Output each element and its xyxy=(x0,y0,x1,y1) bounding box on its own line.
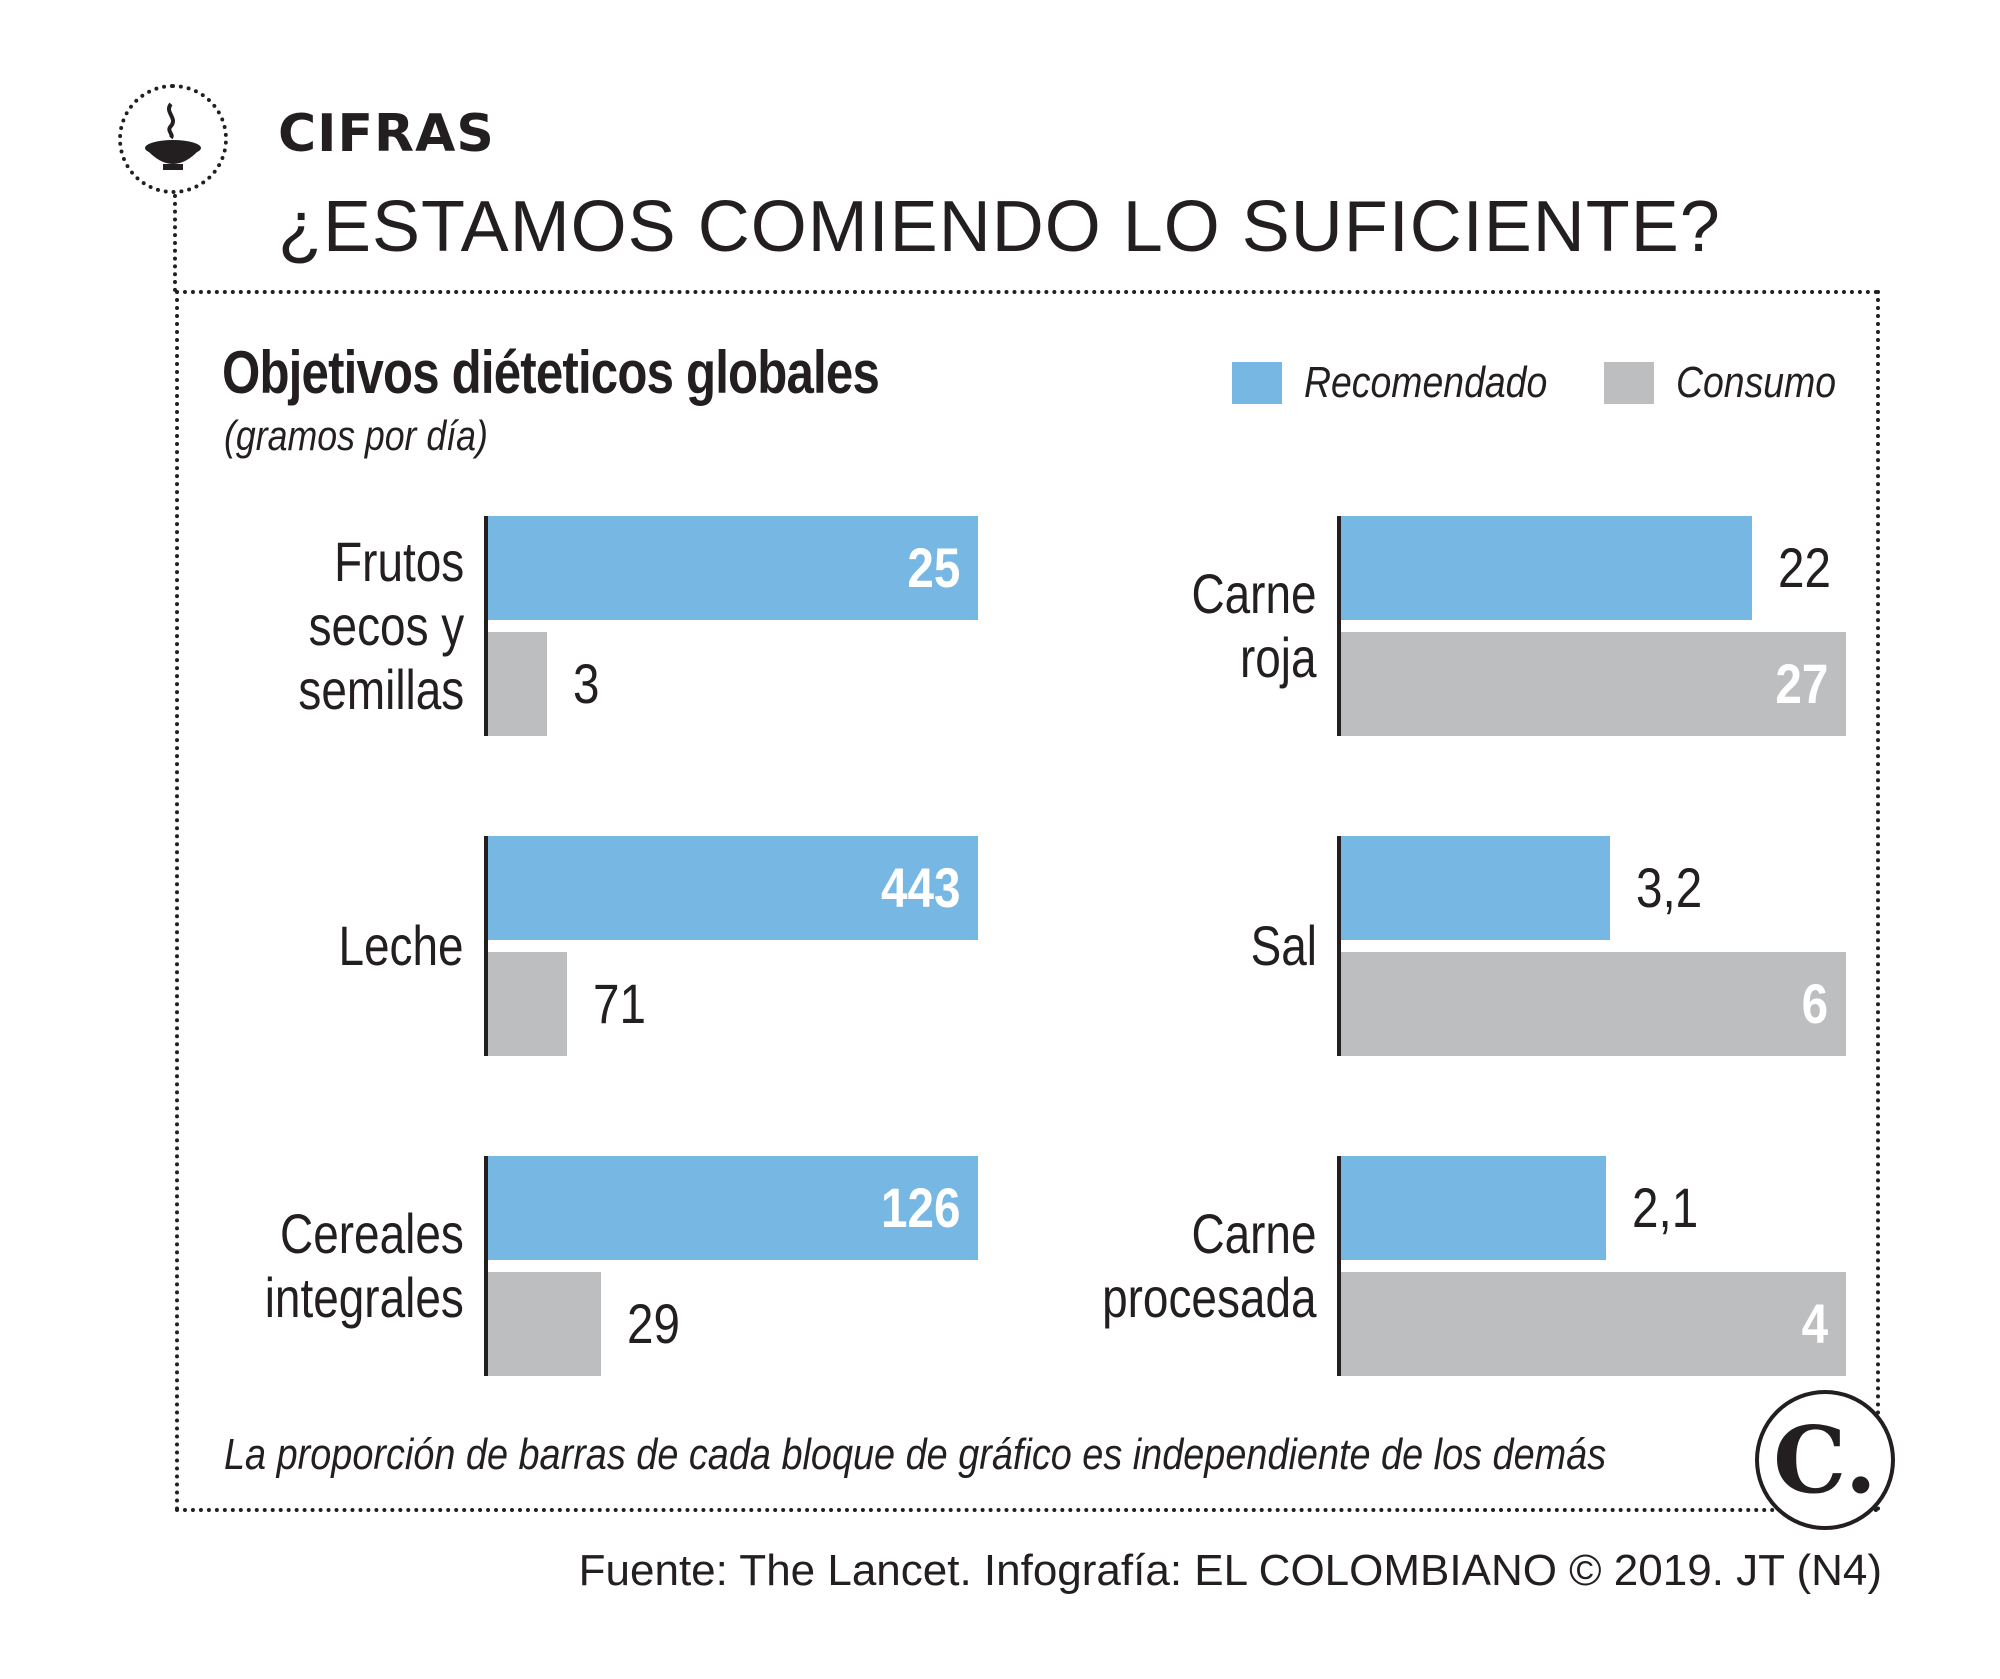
legend-swatch-recomendado xyxy=(1232,362,1282,404)
legend-label-consumo: Consumo xyxy=(1676,358,1837,407)
chart-frame xyxy=(175,290,1880,1512)
category-label-text: Leche xyxy=(338,914,464,977)
section-label: CIFRAS xyxy=(278,104,495,164)
chart-title: Objetivos diéteticos globales xyxy=(222,339,880,406)
bar-consumo-cereales-integrales xyxy=(488,1272,601,1376)
bar-recomendado-leche xyxy=(488,836,978,940)
panel-axis-line xyxy=(1337,516,1341,736)
category-label-text: Cereales integrales xyxy=(264,1202,464,1329)
bar-recomendado-carne-procesada xyxy=(1341,1156,1606,1260)
category-label-carne-procesada: Carne procesada xyxy=(1103,1156,1317,1376)
panel-axis-line xyxy=(484,836,488,1056)
category-label-text: Carne roja xyxy=(1191,562,1317,689)
value-label-consumo-sal: 6 xyxy=(1801,972,1828,1035)
panel-axis-line xyxy=(1337,1156,1341,1376)
category-label-sal: Sal xyxy=(1251,836,1317,1056)
value-label-recomendado-carne-procesada: 2,1 xyxy=(1632,1176,1699,1239)
category-label-carne-roja: Carne roja xyxy=(1192,516,1317,736)
source-credit: Fuente: The Lancet. Infografía: EL COLOM… xyxy=(578,1546,1882,1595)
panel-axis-line xyxy=(484,1156,488,1376)
el-colombiano-logo xyxy=(1755,1390,1895,1530)
value-label-consumo-cereales-integrales: 29 xyxy=(627,1292,680,1355)
panel-axis-line xyxy=(1337,836,1341,1056)
legend-item-consumo: Consumo xyxy=(1604,358,1864,408)
legend-label-recomendado: Recomendado xyxy=(1304,358,1548,407)
cifras-icon-frame xyxy=(118,84,228,194)
category-label-text: Sal xyxy=(1250,914,1317,977)
bar-recomendado-carne-roja xyxy=(1341,516,1752,620)
category-label-text: Carne procesada xyxy=(1102,1202,1317,1329)
value-label-recomendado-cereales-integrales: 126 xyxy=(880,1176,960,1239)
value-label-recomendado-carne-roja: 22 xyxy=(1778,536,1831,599)
chart-subtitle: (gramos por día) xyxy=(224,412,488,459)
bar-consumo-carne-procesada xyxy=(1341,1272,1846,1376)
bar-consumo-carne-roja xyxy=(1341,632,1846,736)
category-label-leche: Leche xyxy=(339,836,464,1056)
value-label-consumo-carne-roja: 27 xyxy=(1775,652,1828,715)
bar-consumo-sal xyxy=(1341,952,1846,1056)
el-colombiano-logo-letter: C. xyxy=(1773,1406,1877,1514)
bar-consumo-frutos-secos-y-semillas xyxy=(488,632,547,736)
value-label-recomendado-sal: 3,2 xyxy=(1636,856,1703,919)
chart-footnote: La proporción de barras de cada bloque d… xyxy=(224,1430,1607,1479)
value-label-recomendado-frutos-secos-y-semillas: 25 xyxy=(907,536,960,599)
value-label-consumo-carne-procesada: 4 xyxy=(1801,1292,1828,1355)
legend-swatch-consumo xyxy=(1604,362,1654,404)
value-label-consumo-frutos-secos-y-semillas: 3 xyxy=(573,652,600,715)
icon-connector-line xyxy=(173,194,177,292)
panel-axis-line xyxy=(484,516,488,736)
steaming-bowl-icon xyxy=(145,102,201,170)
bar-recomendado-frutos-secos-y-semillas xyxy=(488,516,978,620)
bar-recomendado-cereales-integrales xyxy=(488,1156,978,1260)
value-label-recomendado-leche: 443 xyxy=(880,856,960,919)
legend-item-recomendado: Recomendado xyxy=(1232,358,1590,408)
category-label-text: Frutos secos y semillas xyxy=(298,530,464,721)
bar-recomendado-sal xyxy=(1341,836,1610,940)
category-label-frutos-secos-y-semillas: Frutos secos y semillas xyxy=(298,516,464,736)
page-title: ¿ESTAMOS COMIENDO LO SUFICIENTE? xyxy=(278,187,1721,267)
bar-consumo-leche xyxy=(488,952,567,1056)
category-label-cereales-integrales: Cereales integrales xyxy=(265,1156,464,1376)
value-label-consumo-leche: 71 xyxy=(593,972,646,1035)
